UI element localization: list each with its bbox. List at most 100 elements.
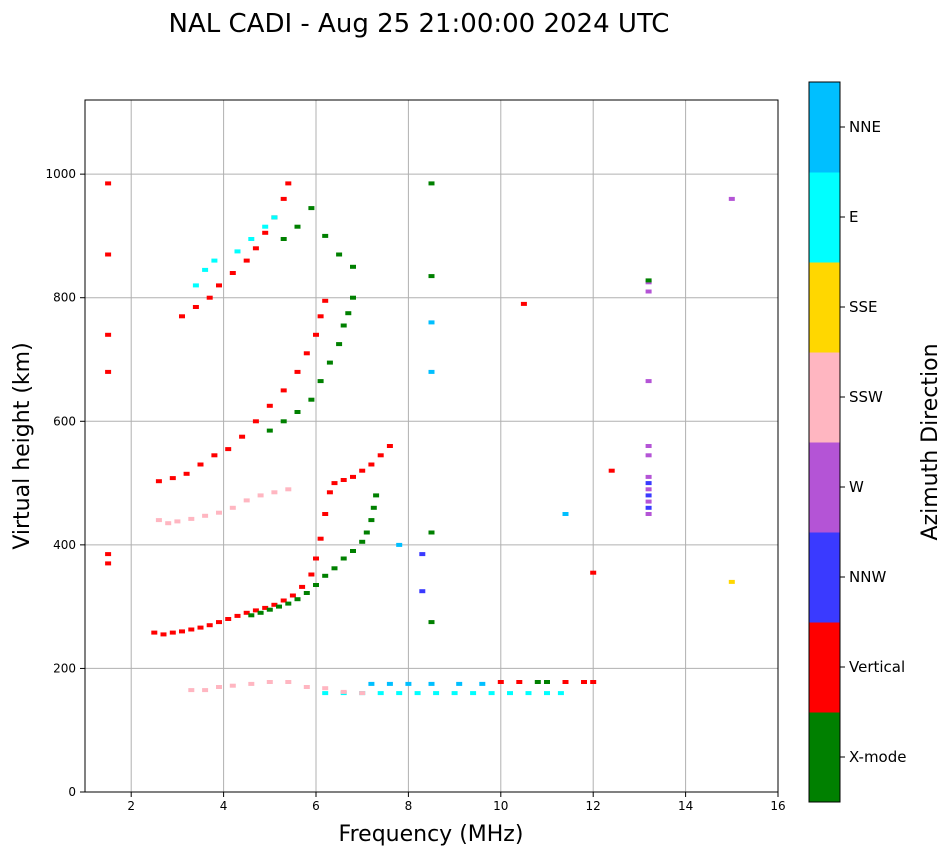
echo-point [257,493,264,498]
echo-point [280,196,287,201]
echo-point [248,681,255,686]
echo-point [225,617,232,621]
x-tick-label: 14 [678,799,693,813]
echo-point [202,267,209,272]
echo-point [336,252,343,257]
echo-point [433,691,440,696]
x-axis-ticks: 2 4 6 8 10 12 14 16 [127,792,786,813]
echo-point [451,691,458,696]
echo-point [266,680,273,684]
y-axis-label: Virtual height (km) [10,342,35,549]
echo-point [234,613,241,618]
echo-point [271,490,278,495]
echo-point [308,206,315,211]
echo-point [252,608,259,613]
colorbar-swatch-vertical [809,622,840,713]
echo-point [645,278,652,283]
colorbar-label-vertical: Vertical [849,658,905,676]
echo-point [280,598,287,603]
x-axis-label: Frequency (MHz) [339,822,524,847]
echo-point [303,685,310,689]
echo-point [294,224,301,229]
echo-point [645,487,652,492]
echo-point [202,688,209,693]
echo-point [728,196,735,201]
x-tick-label: 6 [312,799,320,813]
echo-point [216,510,222,515]
trace-isolated-x-mode [428,181,652,625]
echo-point [317,536,324,541]
colorbar-label-nne: NNE [849,118,881,136]
echo-point [507,691,513,696]
echo-point [276,604,282,609]
trace-e-layer-vertical [497,680,597,684]
echo-point [179,314,185,319]
y-tick-label: 1000 [45,167,76,181]
echo-point [350,295,356,300]
echo-point [326,490,333,495]
echo-point [386,681,393,686]
echo-point [544,691,550,696]
colorbar-label-ssw: SSW [849,388,883,406]
echo-point [262,224,269,229]
echo-point [488,691,495,696]
x-tick-label: 16 [770,799,785,813]
echo-point [280,388,287,393]
echo-point [331,566,338,571]
trace-e-layer-x-mode [534,680,550,684]
colorbar-swatch-nnw [809,532,840,623]
trace-15-mhz-echoes [728,196,735,201]
echo-point [271,602,278,607]
echo-point [271,215,278,220]
echo-point [262,605,269,610]
echo-point [294,410,301,414]
echo-point [368,681,375,686]
echo-point [285,487,292,492]
echo-point [294,597,301,602]
echo-point [534,680,541,684]
echo-point [280,419,287,424]
echo-point [294,369,301,374]
echo-point [188,516,195,521]
echo-point [396,691,403,696]
echo-point [303,351,310,356]
echo-point [197,462,204,467]
echo-point [396,542,403,547]
echo-point [363,530,370,535]
echo-point [645,499,652,504]
echo-point [322,691,329,696]
echo-point [313,556,319,561]
echo-point [322,512,329,516]
y-axis-ticks: 0 200 400 600 800 1000 [45,167,85,799]
trace-isolated-nnw [419,552,426,594]
echo-point [428,274,435,279]
chart-title: NAL CADI - Aug 25 21:00:00 2024 UTC [169,9,670,39]
echo-point [285,181,292,186]
echo-point [645,493,652,498]
echo-point [169,476,176,481]
echo-point [350,264,356,269]
echo-point [174,519,181,524]
echo-point [386,444,393,448]
echo-point [105,552,112,557]
colorbar-swatch-e [809,172,840,263]
echo-point [562,680,569,684]
echo-point [470,691,477,696]
echo-point [216,685,222,689]
echo-point [313,583,319,587]
echo-point [229,505,236,510]
echo-point [645,505,652,510]
echo-point [313,332,319,337]
echo-point [728,579,735,584]
echo-point [428,181,435,186]
echo-point [479,681,486,686]
echo-point [188,688,195,693]
echo-point [544,680,550,684]
echo-point [340,689,347,694]
echo-point [520,301,527,306]
echo-point [368,518,375,523]
echo-point [525,691,532,696]
echo-point [350,474,356,479]
y-tick-label: 0 [68,785,76,799]
